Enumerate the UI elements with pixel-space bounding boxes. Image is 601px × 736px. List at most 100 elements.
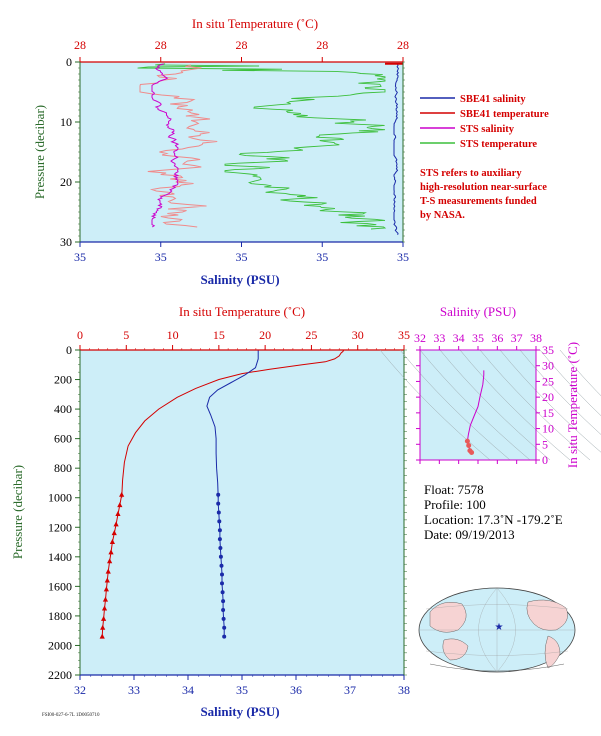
- ts-temp-tick-label: 20: [542, 390, 554, 404]
- salinity-marker: [217, 528, 222, 533]
- top-pressure-tick-label: 10: [60, 115, 72, 129]
- ts-temp-tick-label: 15: [542, 406, 554, 420]
- sts-temperature-trace: [137, 63, 387, 230]
- top-temp-tick-label: 28: [74, 38, 86, 52]
- temperature-deep-line: [101, 494, 123, 637]
- world-map: ★: [418, 587, 576, 673]
- sts-salinity-trace: [150, 63, 180, 228]
- legend-note-line-2: high-resolution near-surface: [420, 182, 547, 193]
- ts-density-contours: [379, 349, 601, 461]
- salinity-marker: [221, 608, 226, 612]
- main-pressure-tick-label: 600: [54, 432, 72, 446]
- ts-temp-tick-label: 35: [542, 343, 554, 357]
- top-temp-tick-label: 28: [397, 38, 409, 52]
- temperature-marker: [109, 539, 115, 545]
- temperature-marker: [117, 502, 123, 508]
- salinity-marker: [217, 537, 222, 542]
- main-temp-tick-label: 30: [352, 328, 364, 342]
- info-date: Date: 09/19/2013: [424, 527, 515, 542]
- map-land-antarctica: [429, 663, 565, 672]
- main-temp-tick-label: 20: [259, 328, 271, 342]
- float-location-marker: ★: [495, 622, 504, 633]
- main-temp-axis-title: In situ Temperature (˚C): [179, 304, 305, 319]
- temperature-marker: [103, 586, 109, 592]
- salinity-marker: [222, 634, 227, 639]
- salinity-marker: [221, 616, 226, 621]
- density-contour: [459, 349, 571, 461]
- top-pressure-tick-label: 20: [60, 175, 72, 189]
- temperature-marker: [100, 624, 106, 630]
- main-pressure-axis-title: Pressure (decibar): [10, 465, 25, 559]
- full-profile-panel: In situ Temperature (˚C) 0 5 10 15 20 25 30 35 …: [10, 304, 410, 719]
- main-salinity-tick-label: 37: [344, 683, 356, 697]
- top-salinity-tick-label: 35: [397, 250, 409, 264]
- temperature-line: [121, 349, 345, 498]
- salinity-marker: [216, 501, 221, 506]
- salinity-marker: [219, 563, 224, 568]
- info-profile: Profile: 100: [424, 497, 486, 512]
- temperature-marker: [113, 521, 119, 527]
- full-profile-traces: [99, 349, 345, 639]
- main-pressure-tick-label: 400: [54, 402, 72, 416]
- density-contour: [439, 349, 551, 461]
- main-pressure-tick-label: 1800: [48, 609, 72, 623]
- top-pressure-axis-title: Pressure (decibar): [32, 105, 47, 199]
- main-pressure-tick-label: 1000: [48, 491, 72, 505]
- salinity-marker: [218, 546, 223, 550]
- legend-label-sbe41-temperature: SBE41 temperature: [460, 109, 549, 120]
- salinity-line: [206, 350, 259, 498]
- ts-diagram-panel: Salinity (PSU) In situ Temperature (˚C) …: [379, 304, 601, 468]
- temperature-marker: [115, 510, 121, 516]
- legend-note-line-1: STS refers to auxiliary: [420, 168, 522, 179]
- salinity-marker: [218, 554, 223, 559]
- density-contour: [539, 349, 601, 417]
- main-salinity-tick-label: 33: [128, 683, 140, 697]
- main-temp-tick-label: 35: [398, 328, 410, 342]
- main-pressure-tick-label: 200: [54, 373, 72, 387]
- legend: SBE41 salinity SBE41 temperature STS sal…: [420, 94, 549, 221]
- ts-temp-tick-label: 5: [542, 437, 548, 451]
- ts-trace: [464, 370, 485, 455]
- legend-note-line-3: T-S measurements funded: [420, 196, 537, 207]
- main-pressure-tick-label: 2000: [48, 638, 72, 652]
- salinity-marker: [220, 581, 224, 586]
- temperature-marker: [101, 605, 108, 611]
- temperature-marker: [107, 558, 113, 564]
- salinity-marker: [216, 510, 221, 515]
- top-salinity-axis-title: Salinity (PSU): [200, 272, 279, 287]
- top-temp-axis: 28 28 28 28 28: [74, 38, 409, 62]
- near-surface-plot-area: [80, 62, 403, 242]
- map-land-south-america: [544, 635, 561, 669]
- density-contour: [559, 349, 601, 397]
- salinity-marker: [221, 599, 226, 604]
- ts-salinity-tick-label: 37: [511, 331, 523, 345]
- ts-salinity-axis-title: Salinity (PSU): [440, 304, 516, 319]
- ts-deep-marker: [466, 443, 472, 448]
- salinity-marker: [220, 590, 225, 595]
- top-temp-tick-label: 28: [236, 38, 248, 52]
- temperature-marker: [101, 615, 107, 621]
- temperature-marker: [108, 549, 114, 555]
- ts-deep-marker: [464, 438, 470, 444]
- ts-temp-tick-label: 0: [542, 453, 548, 467]
- near-surface-traces: [137, 62, 403, 235]
- main-salinity-tick-label: 32: [74, 683, 86, 697]
- temperature-marker: [111, 530, 117, 536]
- main-temp-axis: 0 5 10 15 20 25 30 35: [77, 328, 410, 350]
- top-salinity-tick-label: 35: [236, 250, 248, 264]
- density-contour: [419, 349, 531, 461]
- main-temp-tick-label: 25: [305, 328, 317, 342]
- ts-frame: [419, 349, 537, 461]
- main-temp-tick-label: 10: [167, 328, 179, 342]
- main-salinity-tick-label: 34: [182, 683, 194, 697]
- ts-temp-axis-title: In situ Temperature (˚C): [565, 342, 580, 468]
- top-pressure-tick-label: 0: [66, 55, 72, 69]
- legend-label-sts-temperature: STS temperature: [460, 139, 537, 150]
- density-contour: [379, 349, 491, 461]
- salinity-marker: [216, 492, 221, 497]
- density-contour: [519, 349, 601, 435]
- top-pressure-axis: 0 10 20 30: [60, 55, 405, 249]
- ts-salinity-tick-label: 36: [491, 331, 503, 345]
